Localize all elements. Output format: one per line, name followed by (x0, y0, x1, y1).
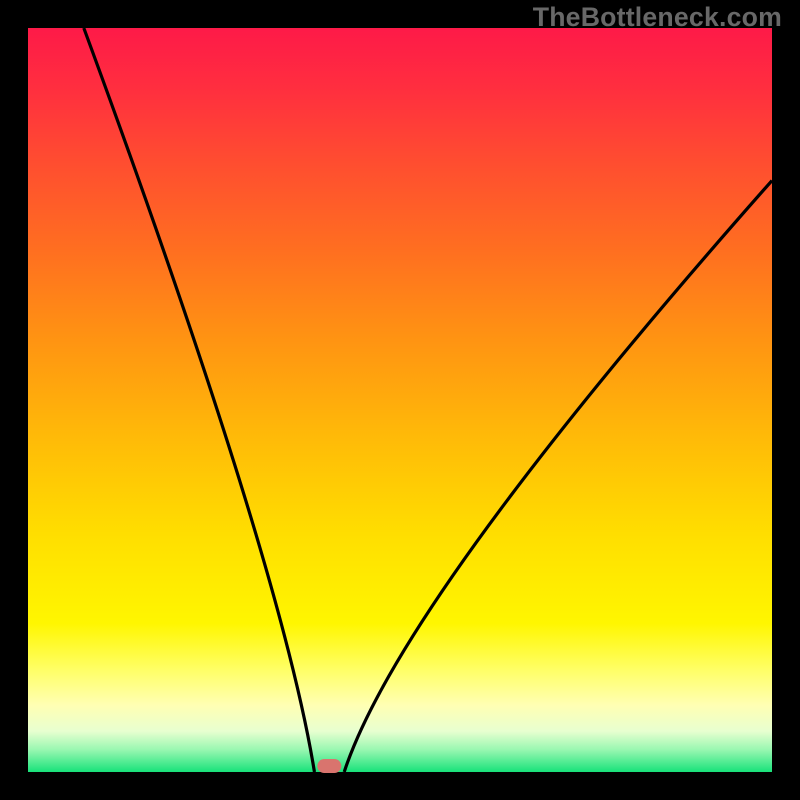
plot-region (28, 28, 772, 772)
bottleneck-chart (0, 0, 800, 800)
bottleneck-marker (317, 759, 341, 773)
watermark-text: TheBottleneck.com (533, 2, 782, 33)
chart-frame: TheBottleneck.com (0, 0, 800, 800)
